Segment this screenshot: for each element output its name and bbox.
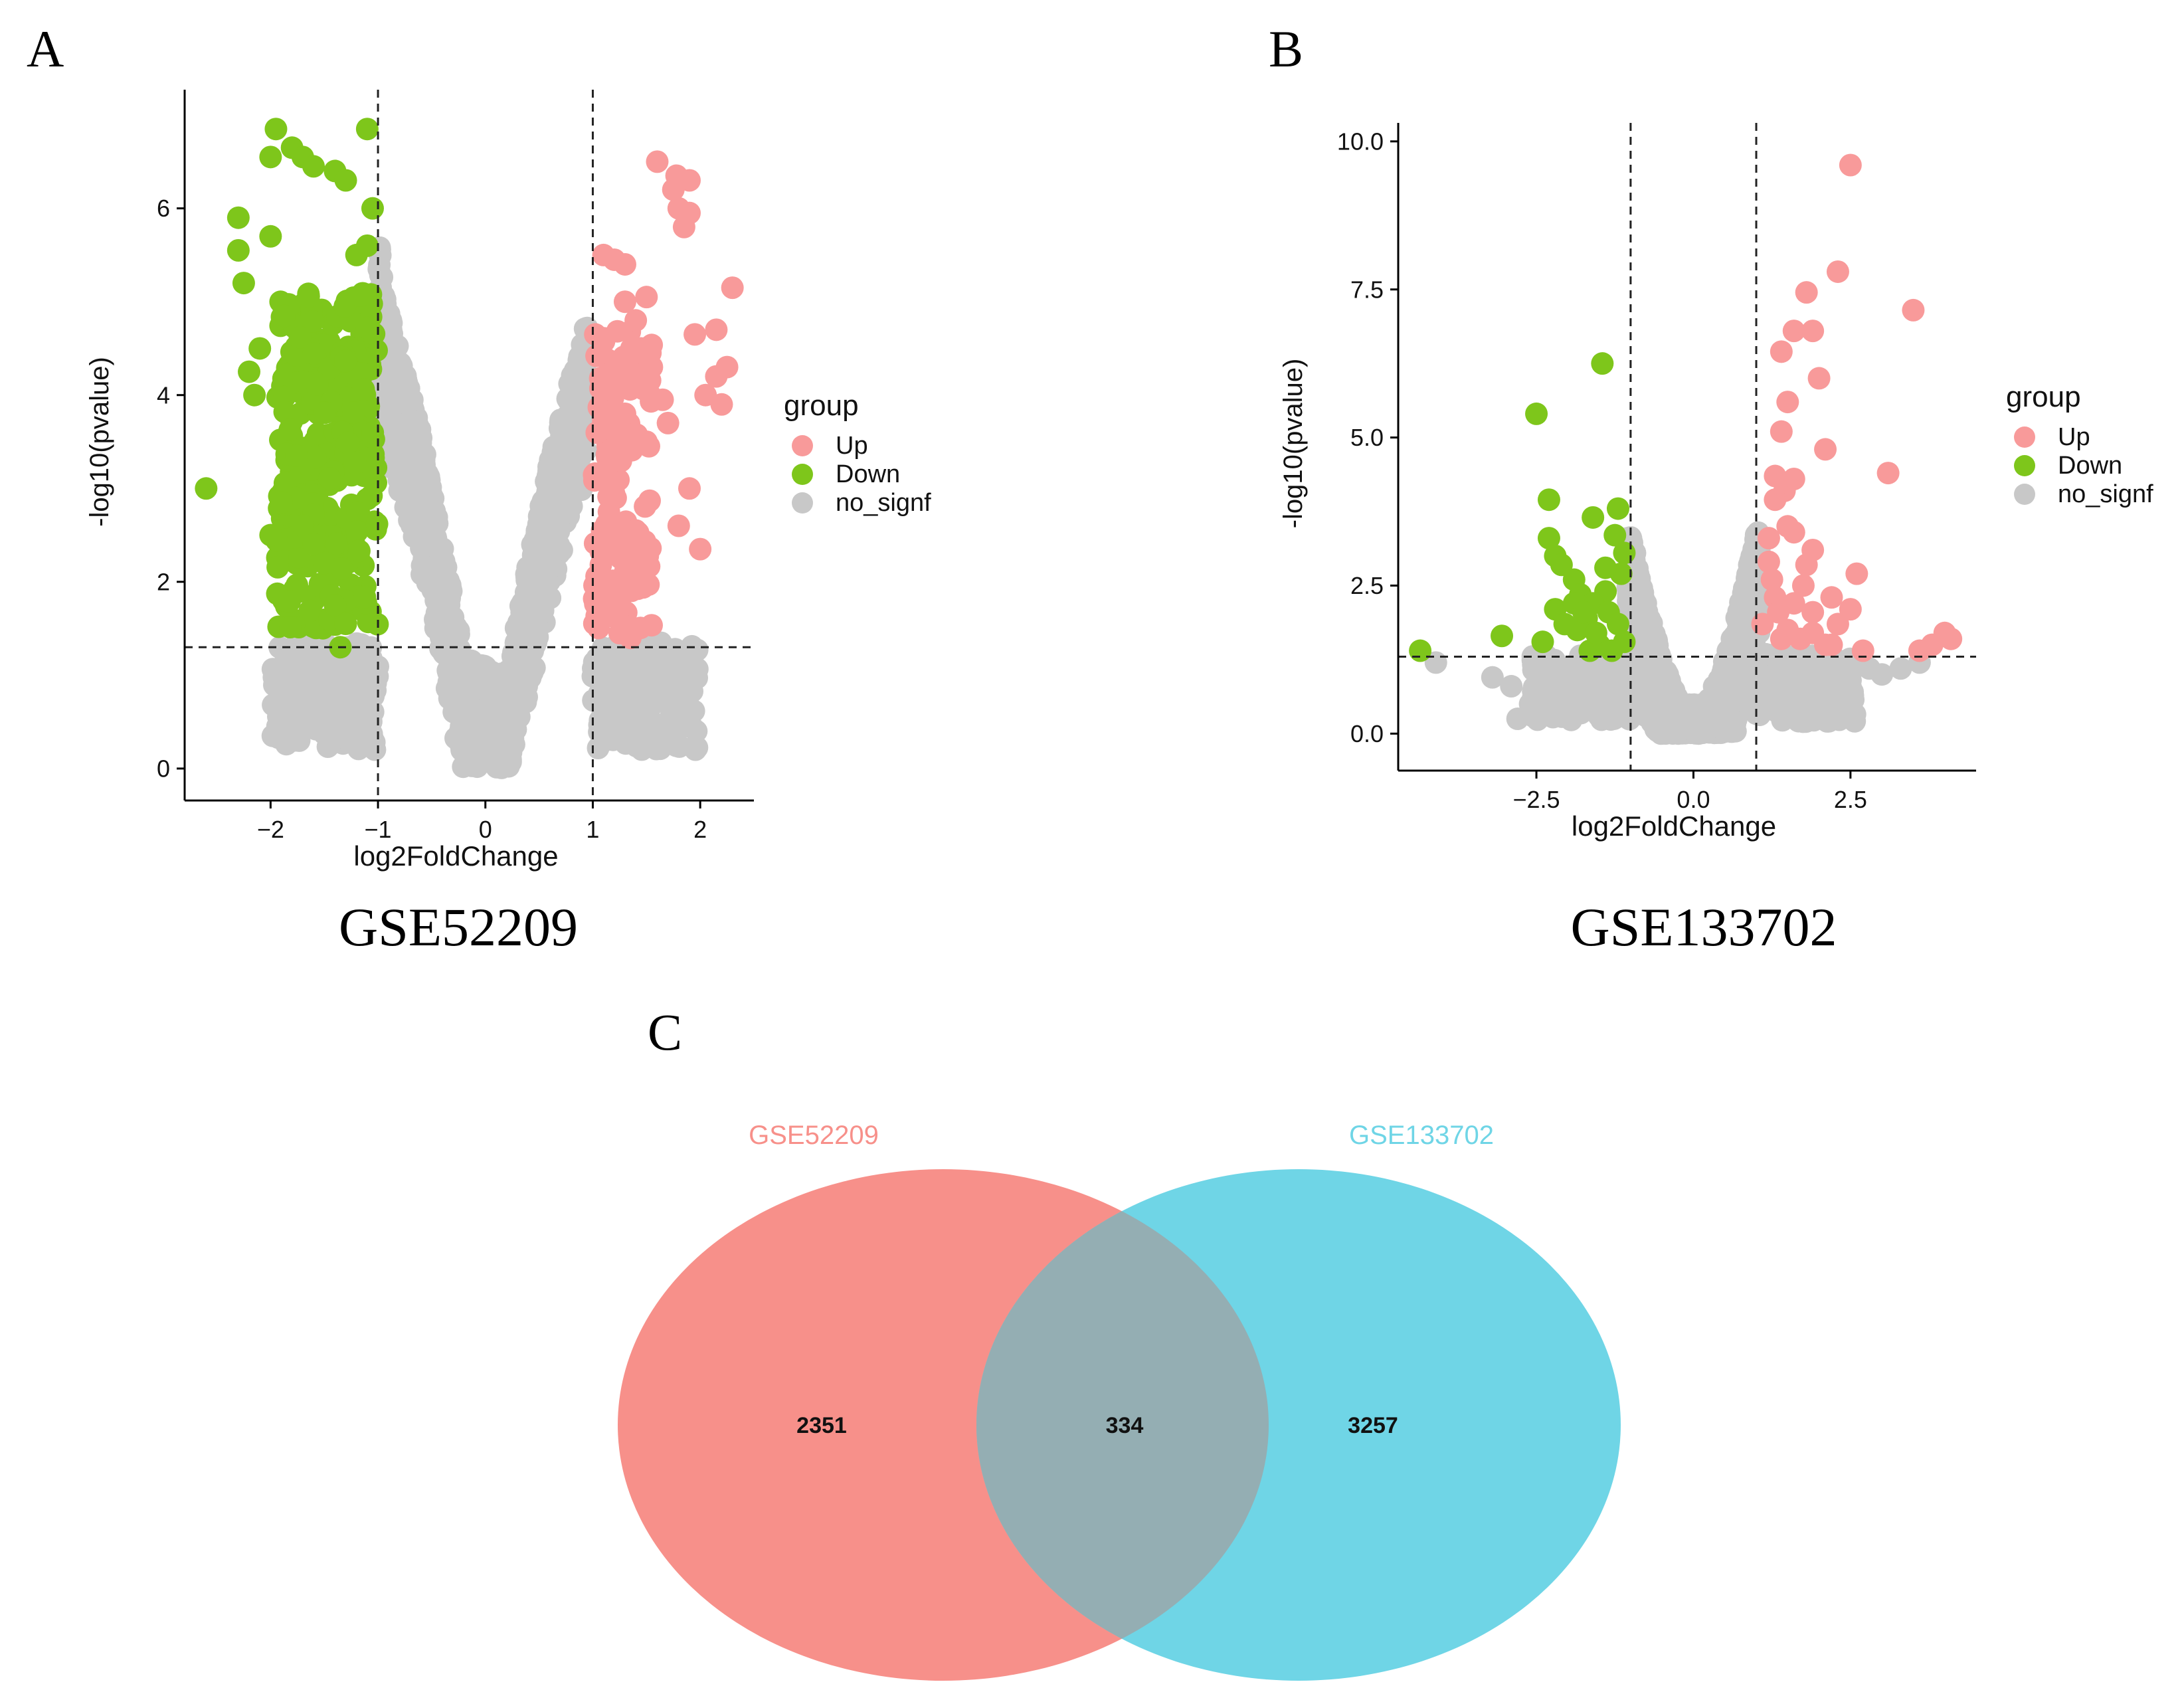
caption-gse52209: GSE52209 — [339, 897, 578, 957]
venn-label-gse133702: GSE133702 — [1349, 1121, 1494, 1150]
venn-count-only-left: 2351 — [796, 1413, 847, 1438]
panel-label-b: B — [1269, 20, 1304, 78]
caption-gse133702: GSE133702 — [1570, 897, 1837, 957]
venn-label-gse52209: GSE52209 — [749, 1121, 879, 1150]
venn-count-overlap: 334 — [1106, 1413, 1144, 1438]
venn-count-only-right: 3257 — [1348, 1413, 1398, 1438]
panel-label-c: C — [648, 1003, 683, 1061]
panel-label-a: A — [27, 20, 64, 78]
